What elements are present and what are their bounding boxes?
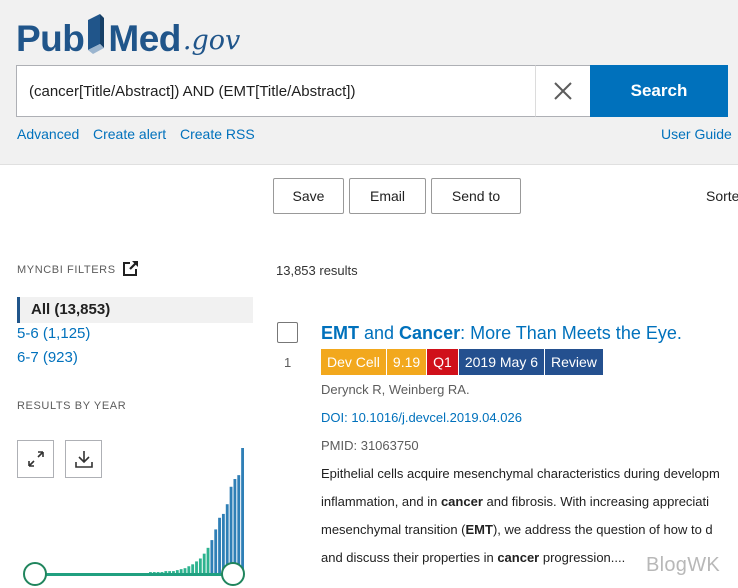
quartile-badge: Q1 bbox=[427, 349, 459, 375]
title-text: and bbox=[359, 323, 400, 343]
filter-all[interactable]: All (13,853) bbox=[17, 297, 253, 323]
download-csv-button[interactable] bbox=[65, 440, 102, 478]
header-divider bbox=[0, 164, 738, 165]
journal-badge: Dev Cell bbox=[321, 349, 387, 375]
snippet-text: mesenchymal transition ( bbox=[321, 522, 466, 537]
histogram-bar[interactable] bbox=[172, 571, 175, 574]
title-highlight-emt: EMT bbox=[321, 323, 359, 343]
result-pmid: PMID: 31063750 bbox=[321, 438, 419, 453]
histogram-bar[interactable] bbox=[202, 553, 206, 574]
histogram-bar[interactable] bbox=[210, 540, 214, 574]
histogram-bar[interactable] bbox=[187, 566, 191, 574]
year-range-start-handle[interactable] bbox=[23, 562, 47, 586]
send-to-button[interactable]: Send to bbox=[431, 178, 521, 214]
snippet-line: and discuss their properties in cancer p… bbox=[321, 550, 625, 565]
histogram-bar[interactable] bbox=[175, 570, 179, 574]
histogram-bar[interactable] bbox=[233, 479, 237, 574]
create-alert-link[interactable]: Create alert bbox=[93, 126, 167, 142]
logo-text-pub: Pub bbox=[16, 18, 85, 59]
result-authors: Derynck R, Weinberg RA. bbox=[321, 382, 470, 397]
results-count: 13,853 results bbox=[276, 263, 358, 278]
histogram-bar[interactable] bbox=[198, 558, 202, 574]
histogram-bar[interactable] bbox=[214, 529, 218, 574]
result-title-link[interactable]: EMT and Cancer: More Than Meets the Eye. bbox=[321, 323, 682, 344]
histogram-bar[interactable] bbox=[179, 569, 183, 574]
histogram-bar[interactable] bbox=[183, 568, 187, 574]
histogram-bar[interactable] bbox=[225, 504, 229, 574]
title-text: : More Than Meets the Eye. bbox=[460, 323, 682, 343]
book-icon bbox=[85, 14, 107, 56]
myncbi-filters-label: MYNCBI FILTERS bbox=[17, 264, 116, 276]
create-rss-link[interactable]: Create RSS bbox=[180, 126, 255, 142]
date-badge: 2019 May 6 bbox=[458, 349, 546, 375]
watermark: BlogWK bbox=[646, 554, 721, 576]
search-sublinks: Advanced Create alert Create RSS User Gu… bbox=[17, 126, 732, 144]
snippet-line: inflammation, and in cancer and fibrosis… bbox=[321, 494, 709, 509]
snippet-line: mesenchymal transition (EMT), we address… bbox=[321, 522, 713, 537]
advanced-link[interactable]: Advanced bbox=[17, 126, 80, 142]
clear-search-button[interactable] bbox=[535, 65, 590, 117]
search-bar: Search bbox=[16, 65, 728, 117]
snippet-text: inflammation, and in bbox=[321, 494, 441, 509]
close-icon bbox=[554, 82, 572, 100]
myncbi-filters-title: MYNCBI FILTERS bbox=[17, 264, 116, 276]
logo-text-med: Med bbox=[108, 18, 181, 59]
impact-factor-badge: 9.19 bbox=[386, 349, 428, 375]
save-button[interactable]: Save bbox=[273, 178, 344, 214]
email-button[interactable]: Email bbox=[349, 178, 426, 214]
histogram-bar[interactable] bbox=[229, 486, 233, 574]
expand-icon bbox=[27, 451, 44, 467]
histogram-bar[interactable] bbox=[241, 448, 244, 574]
snippet-text: and discuss their properties in bbox=[321, 550, 498, 565]
snippet-highlight: EMT bbox=[465, 522, 493, 537]
histogram-bar[interactable] bbox=[237, 475, 241, 574]
histogram-bar[interactable] bbox=[221, 513, 225, 574]
sort-by-label[interactable]: Sorte bbox=[706, 188, 738, 204]
year-range-track bbox=[35, 573, 233, 576]
snippet-highlight: cancer bbox=[440, 494, 483, 509]
filter-6-7[interactable]: 6-7 (923) bbox=[17, 349, 78, 366]
download-icon bbox=[74, 451, 93, 468]
histogram-bar[interactable] bbox=[191, 564, 195, 574]
type-badge: Review bbox=[545, 349, 604, 375]
result-number: 1 bbox=[284, 355, 292, 370]
search-input[interactable] bbox=[16, 65, 590, 117]
user-guide-link[interactable]: User Guide bbox=[661, 126, 732, 142]
external-link-icon[interactable] bbox=[123, 260, 139, 281]
histogram-bar[interactable] bbox=[195, 561, 198, 574]
result-doi-link[interactable]: DOI: 10.1016/j.devcel.2019.04.026 bbox=[321, 410, 522, 425]
search-button[interactable]: Search bbox=[590, 65, 728, 117]
histogram-bar[interactable] bbox=[164, 571, 168, 574]
snippet-text: ), we address the question of how to d bbox=[492, 522, 713, 537]
filter-5-6[interactable]: 5-6 (1,125) bbox=[17, 325, 91, 342]
result-checkbox[interactable] bbox=[277, 322, 298, 343]
snippet-text: Epithelial cells acquire mesenchymal cha… bbox=[321, 466, 720, 481]
snippet-line: Epithelial cells acquire mesenchymal cha… bbox=[321, 466, 720, 481]
histogram-bar[interactable] bbox=[218, 517, 221, 574]
expand-timeline-button[interactable] bbox=[17, 440, 54, 478]
histogram-bar[interactable] bbox=[206, 547, 210, 574]
year-range-end-handle[interactable] bbox=[221, 562, 245, 586]
histogram-bar[interactable] bbox=[168, 571, 172, 574]
title-highlight-cancer: Cancer bbox=[399, 323, 461, 343]
snippet-text: and fibrosis. With increasing appreciati bbox=[482, 494, 710, 509]
snippet-highlight: cancer bbox=[497, 550, 540, 565]
results-by-year-title: RESULTS BY YEAR bbox=[17, 400, 127, 412]
journal-badges: Dev Cell 9.19 Q1 2019 May 6 Review bbox=[321, 349, 604, 375]
logo-text-gov: .gov bbox=[182, 25, 241, 56]
snippet-text: progression.... bbox=[539, 550, 626, 565]
results-by-year-histogram[interactable] bbox=[30, 444, 245, 574]
pubmed-logo[interactable]: Pub Med .gov bbox=[16, 10, 240, 60]
